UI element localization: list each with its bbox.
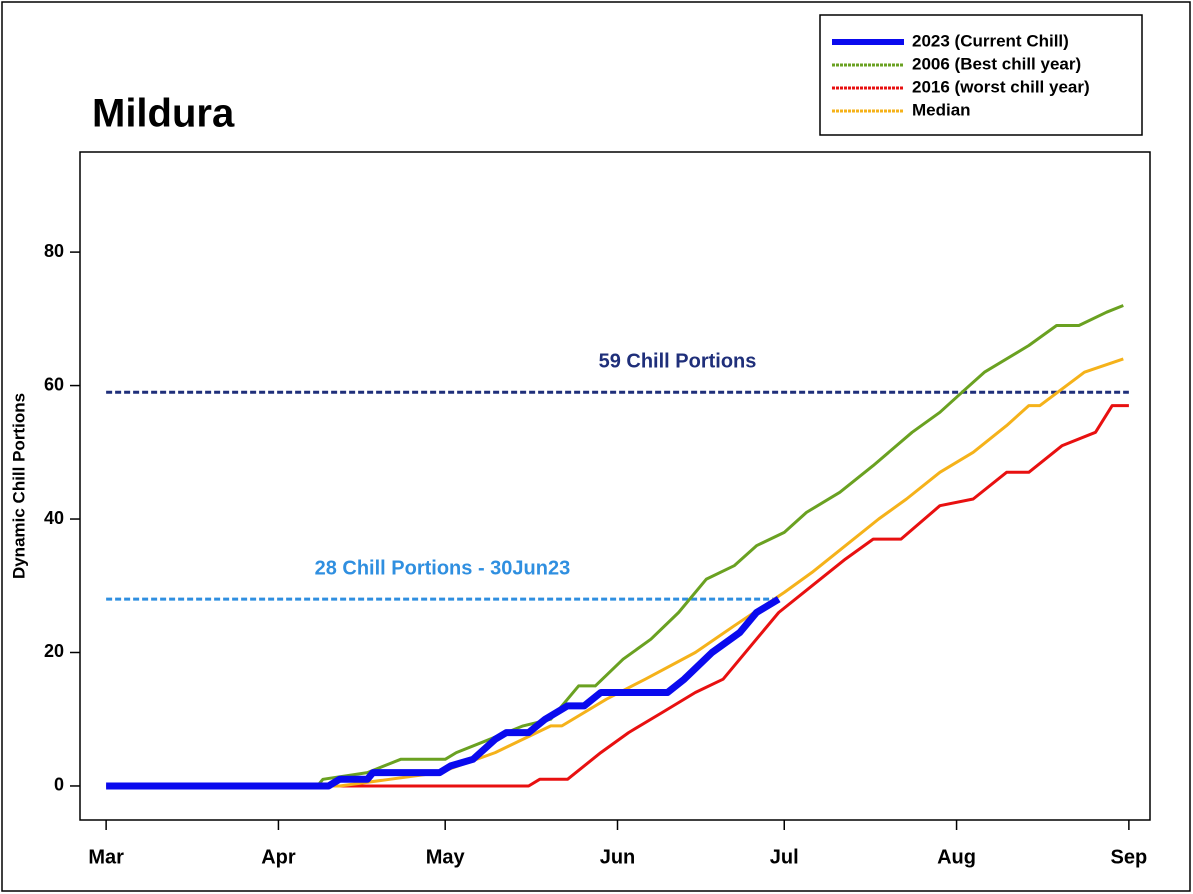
legend-label: 2023 (Current Chill) bbox=[912, 31, 1069, 50]
series-line bbox=[106, 596, 781, 790]
x-tick-label: Sep bbox=[1111, 846, 1148, 868]
y-axis-label: Dynamic Chill Portions bbox=[9, 393, 28, 579]
series-line bbox=[106, 404, 1129, 788]
x-tick-label: Jun bbox=[600, 846, 636, 868]
y-tick-label: 80 bbox=[44, 241, 64, 261]
chart-title: Mildura bbox=[92, 92, 235, 136]
y-tick-label: 60 bbox=[44, 374, 64, 394]
legend-label: Median bbox=[912, 100, 971, 119]
y-tick-label: 20 bbox=[44, 641, 64, 661]
x-tick-label: Jul bbox=[770, 846, 799, 868]
x-tick-label: Apr bbox=[261, 846, 296, 868]
x-tick-label: May bbox=[426, 846, 466, 868]
annotation: 59 Chill Portions bbox=[599, 351, 757, 373]
x-tick-label: Aug bbox=[937, 846, 976, 868]
y-tick-label: 0 bbox=[54, 775, 64, 795]
series-line bbox=[106, 304, 1124, 788]
plot-area bbox=[79, 151, 1151, 821]
y-tick-label: 40 bbox=[44, 508, 64, 528]
x-tick-label: Mar bbox=[88, 846, 124, 868]
legend-label: 2006 (Best chill year) bbox=[912, 54, 1081, 73]
legend bbox=[819, 14, 1143, 136]
annotation: 28 Chill Portions - 30Jun23 bbox=[315, 557, 571, 579]
legend-label: 2016 (worst chill year) bbox=[912, 77, 1090, 96]
